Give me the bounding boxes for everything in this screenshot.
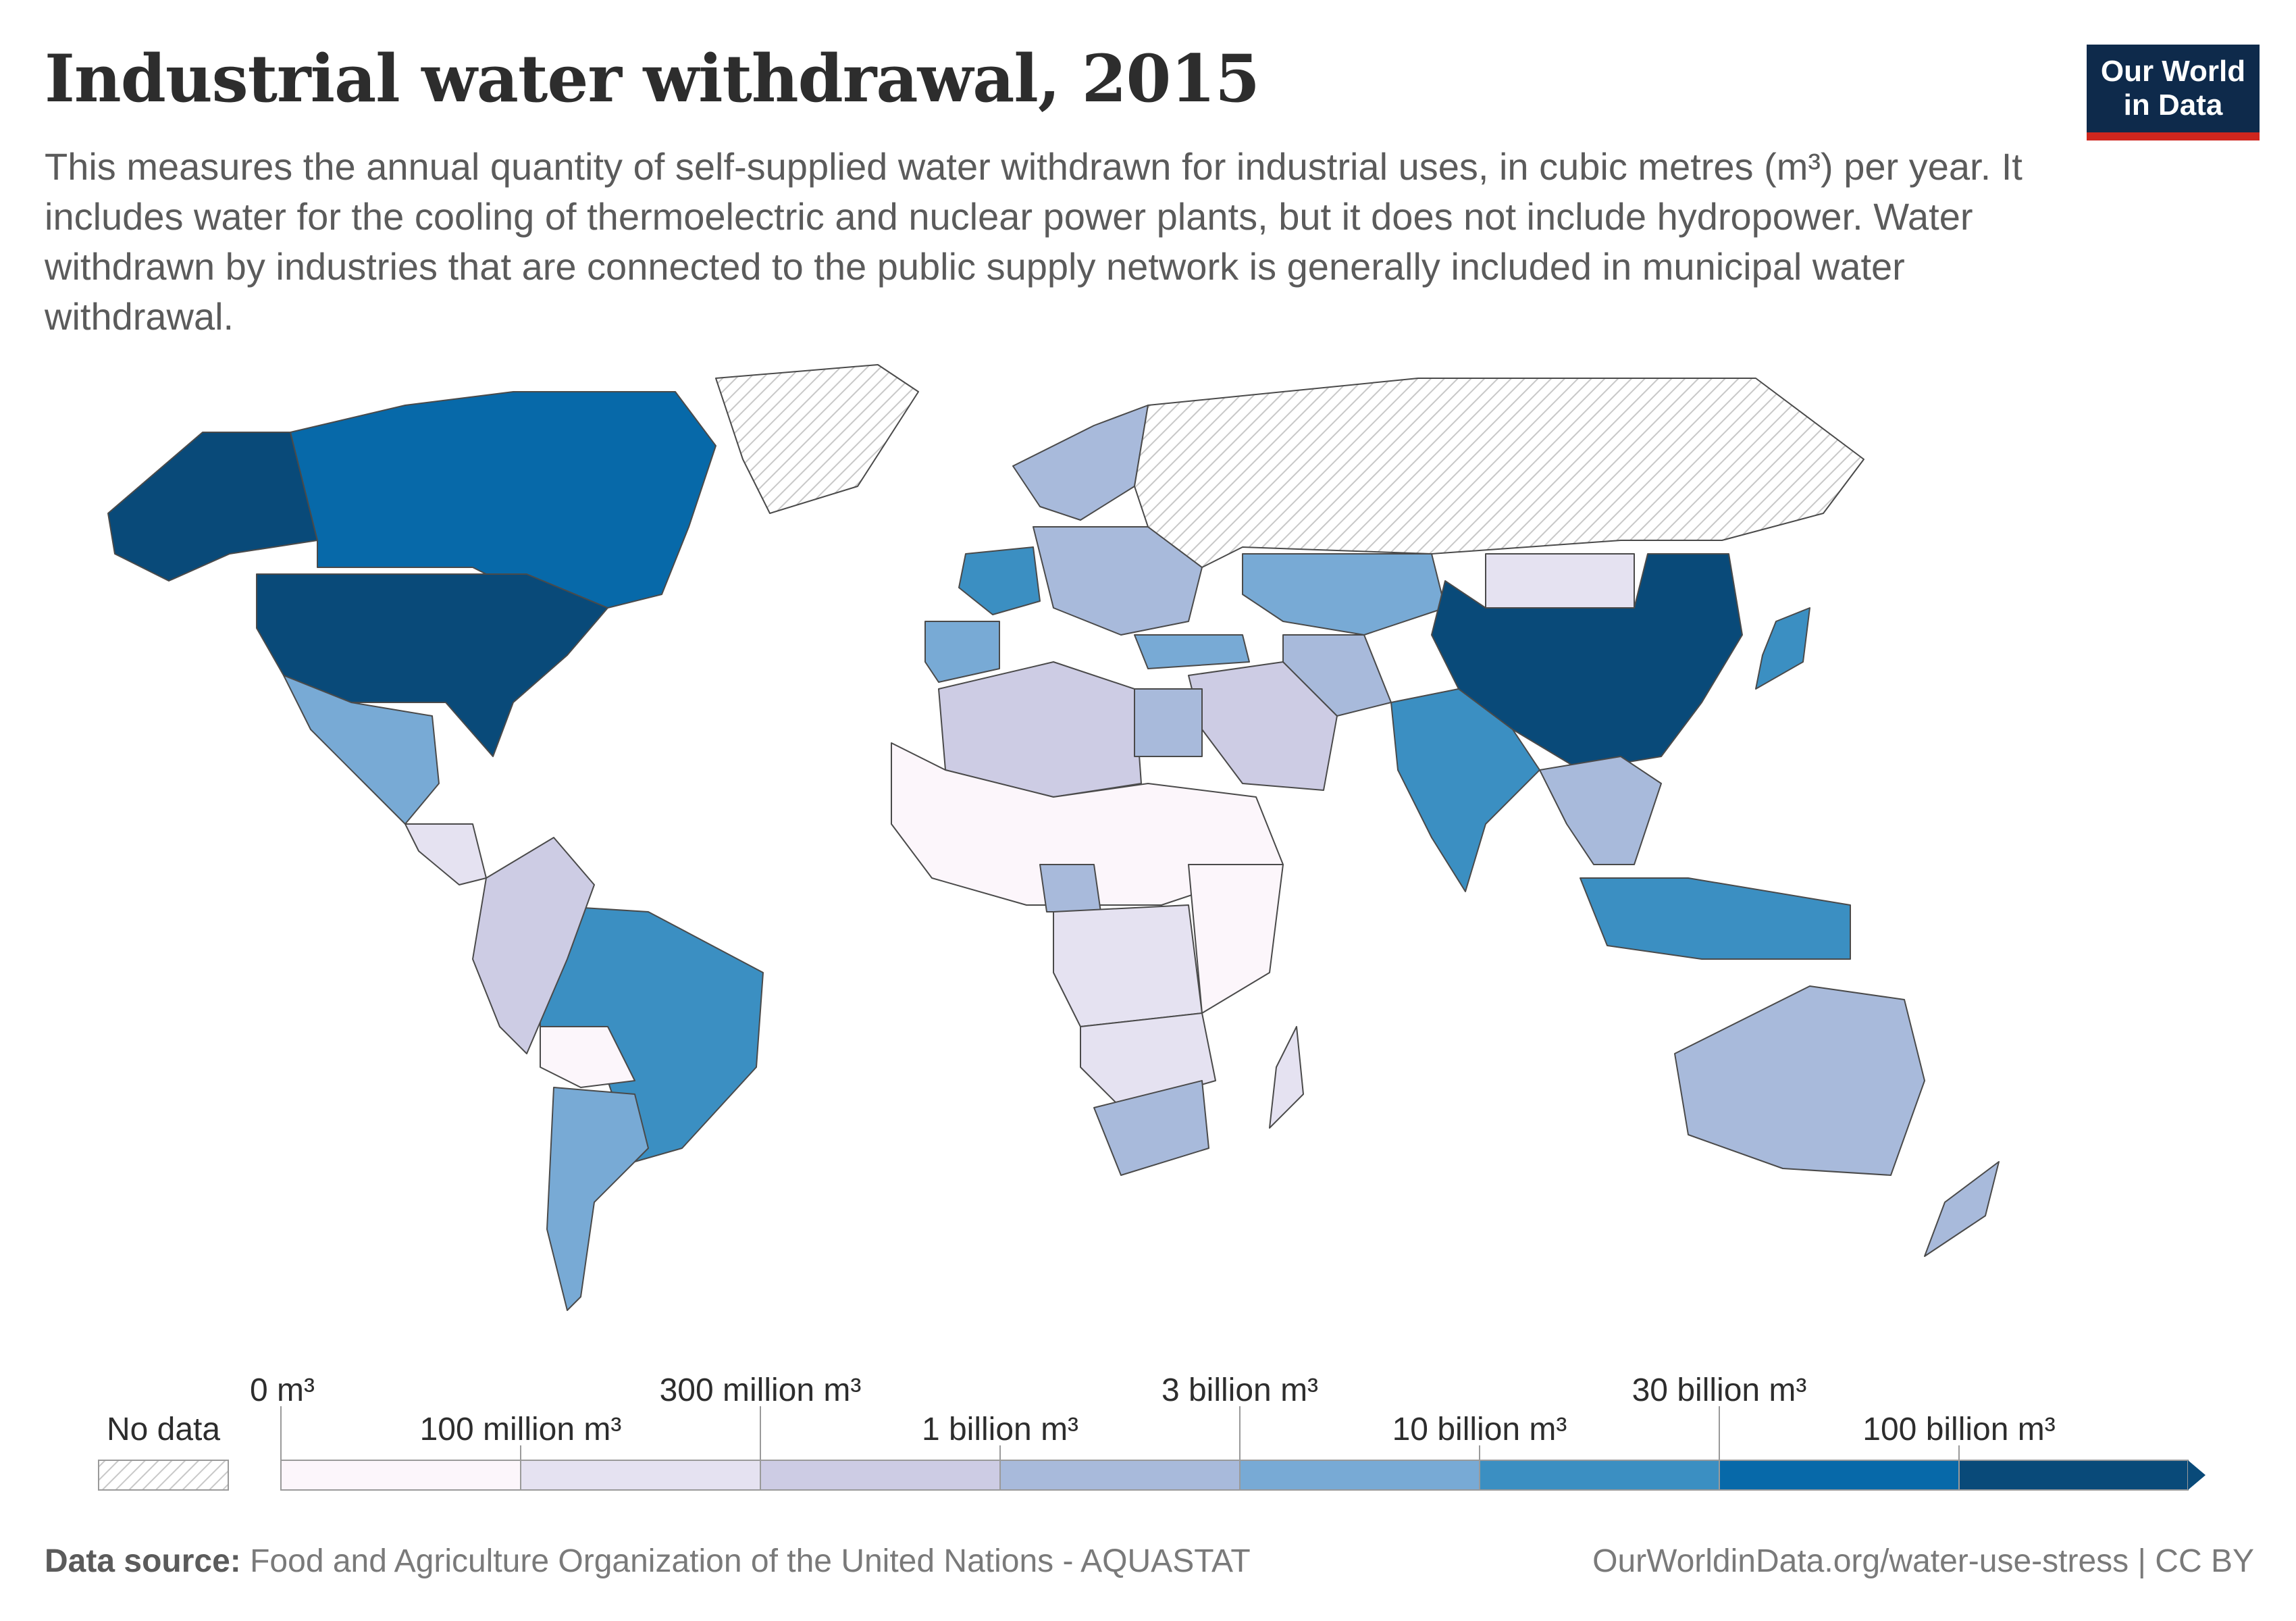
legend-no-data-swatch[interactable] [98, 1460, 229, 1491]
region-canada[interactable] [290, 391, 716, 609]
legend-bin-1[interactable] [520, 1460, 761, 1491]
region-greenland[interactable] [715, 364, 919, 514]
legend-tick-label-3: 1 billion m³ [922, 1412, 1078, 1447]
region-alaska[interactable] [107, 432, 318, 582]
region-andean-states[interactable] [472, 837, 595, 1054]
legend-bin-2[interactable] [760, 1460, 1001, 1491]
logo-line-2: in Data [2123, 88, 2223, 122]
region-argentina[interactable] [546, 1087, 649, 1311]
legend-bin-4[interactable] [1239, 1460, 1480, 1491]
legend-bin-0[interactable] [280, 1460, 521, 1491]
legend-tick-label-4: 3 billion m³ [1162, 1372, 1318, 1408]
region-south-africa[interactable] [1093, 1080, 1209, 1176]
region-iran[interactable] [1282, 634, 1392, 717]
legend-tick-label-0: 0 m³ [250, 1372, 315, 1408]
region-bolivia[interactable] [540, 1026, 635, 1088]
region-iberia[interactable] [924, 621, 1000, 683]
region-east-africa[interactable] [1188, 864, 1284, 1014]
chart-subtitle: This measures the annual quantity of sel… [45, 145, 2023, 338]
legend-bin-7[interactable] [1958, 1460, 2189, 1491]
legend-bin-5[interactable] [1479, 1460, 1720, 1491]
region-turkey[interactable] [1134, 634, 1250, 669]
region-russia[interactable] [1134, 378, 1864, 568]
region-madagascar[interactable] [1269, 1026, 1304, 1129]
logo-line-1: Our World [2100, 55, 2246, 88]
legend-no-data-label: No data [107, 1412, 220, 1447]
legend-arrow-icon [2188, 1460, 2206, 1490]
region-egypt[interactable] [1134, 688, 1203, 757]
data-source-label: Data source: [45, 1543, 241, 1579]
data-source-text: Food and Agriculture Organization of the… [250, 1543, 1251, 1579]
data-source: Data source: Food and Agriculture Organi… [45, 1543, 1251, 1580]
region-japan[interactable] [1755, 607, 1810, 690]
chart-title: Industrial water withdrawal, 2015 [45, 41, 1260, 117]
region-new-zealand[interactable] [1924, 1161, 2000, 1257]
legend-tick-label-1: 100 million m³ [420, 1412, 622, 1447]
region-france[interactable] [958, 546, 1041, 615]
world-map [107, 364, 2000, 1311]
region-indonesia[interactable] [1580, 877, 1851, 960]
region-australia[interactable] [1674, 985, 1925, 1176]
legend-tick-label-7: 100 billion m³ [1862, 1412, 2055, 1447]
legend-bin-3[interactable] [999, 1460, 1241, 1491]
region-central-america[interactable] [405, 823, 487, 885]
owid-logo[interactable]: Our World in Data [2087, 45, 2260, 140]
source-url-link[interactable]: OurWorldinData.org/water-use-stress | CC… [1592, 1543, 2254, 1579]
region-mongolia[interactable] [1485, 553, 1635, 609]
legend-tick-label-6: 30 billion m³ [1632, 1372, 1807, 1408]
region-mexico[interactable] [283, 675, 440, 825]
region-southeast-asia[interactable] [1539, 756, 1662, 865]
legend-tick-label-5: 10 billion m³ [1392, 1412, 1567, 1447]
legend-bin-6[interactable] [1719, 1460, 1960, 1491]
legend-tick-label-2: 300 million m³ [660, 1372, 862, 1408]
